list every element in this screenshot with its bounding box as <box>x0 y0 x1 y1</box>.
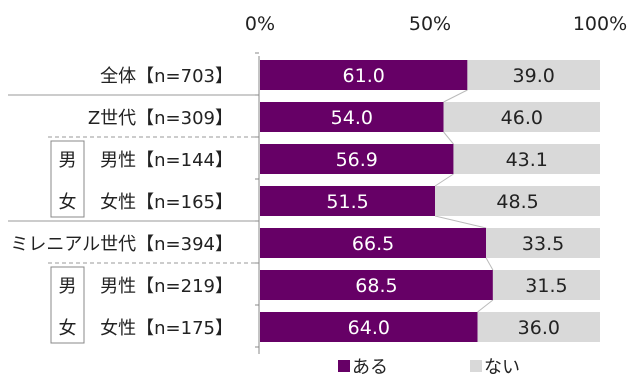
bar-aru <box>260 60 468 90</box>
bar-nai <box>467 60 600 90</box>
bar-aru <box>260 228 487 258</box>
series-connector-line <box>477 299 494 313</box>
gender-char: 男 <box>59 276 77 297</box>
category-label: 女性【n=175】 <box>100 318 233 339</box>
gender-group-box <box>50 140 85 218</box>
series-connector-line <box>434 173 454 187</box>
tick-label: 0% <box>245 13 275 35</box>
bar-label-nai: 31.5 <box>525 275 567 297</box>
bar-nai <box>486 228 600 258</box>
percent-tick-labels: 0% 50% 100% <box>245 13 627 35</box>
series-connectors <box>434 89 494 313</box>
bar-label-aru: 61.0 <box>343 65 385 87</box>
bar-label-aru: 68.5 <box>355 275 397 297</box>
series-connector-line <box>485 257 494 271</box>
bar-label-aru: 66.5 <box>352 233 394 255</box>
bar-label-aru: 64.0 <box>348 317 390 339</box>
row-dividers <box>8 94 259 264</box>
tick-label: 50% <box>409 13 451 35</box>
category-label: Z世代【n=309】 <box>88 108 233 129</box>
category-label: 男性【n=144】 <box>100 150 233 171</box>
bar-aru <box>260 312 478 342</box>
bar-nai <box>435 186 600 216</box>
bar-label-nai: 39.0 <box>513 65 555 87</box>
tick-label: 100% <box>573 13 627 35</box>
bar-label-nai: 46.0 <box>501 107 543 129</box>
category-label: 女性【n=165】 <box>100 192 233 213</box>
gender-char: 女 <box>59 192 77 213</box>
series-connector-line <box>434 215 487 229</box>
bar-label-aru: 56.9 <box>336 149 378 171</box>
bar-label-nai: 43.1 <box>506 149 548 171</box>
bars-layer: 61.0 39.0 54.0 46.0 56.9 43.1 51.5 48.5 66.5 33.5… <box>260 60 600 342</box>
category-label: ミレニアル世代【n=394】 <box>10 234 233 255</box>
legend-swatch <box>470 360 482 372</box>
category-label: 全体【n=703】 <box>100 66 233 87</box>
legend-label: ある <box>352 357 388 378</box>
bar-aru <box>260 270 493 300</box>
legend-swatch <box>338 360 350 372</box>
bar-label-aru: 51.5 <box>326 191 368 213</box>
series-connector-line <box>443 89 468 103</box>
category-label: 男性【n=219】 <box>100 276 233 297</box>
legend: ある ない <box>338 357 520 378</box>
series-connector-line <box>443 131 454 145</box>
bar-label-nai: 33.5 <box>522 233 564 255</box>
gender-char: 女 <box>59 318 77 339</box>
bar-aru <box>260 186 436 216</box>
category-axis <box>255 52 260 354</box>
bar-nai <box>443 102 600 132</box>
bar-label-nai: 48.5 <box>496 191 538 213</box>
bar-label-nai: 36.0 <box>518 317 560 339</box>
category-labels: 全体【n=703】 Z世代【n=309】男性【n=144】女性【n=165】ミレニ… <box>10 66 233 339</box>
bar-nai <box>477 312 600 342</box>
bar-nai <box>492 270 600 300</box>
bar-label-aru: 54.0 <box>331 107 373 129</box>
bar-aru <box>260 102 444 132</box>
gender-group-box <box>50 266 85 344</box>
bar-aru <box>260 144 454 174</box>
bar-nai <box>453 144 600 174</box>
legend-label: ない <box>484 357 520 378</box>
gender-char: 男 <box>59 150 77 171</box>
